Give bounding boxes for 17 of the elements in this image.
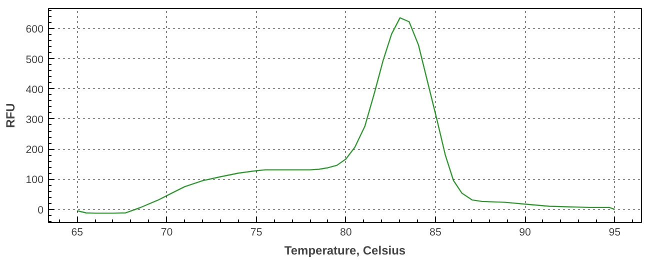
y-tick-label: 400 <box>26 84 44 96</box>
x-axis-title: Temperature, Celsius <box>284 244 406 258</box>
y-tick-label: 100 <box>26 174 44 186</box>
x-tick-label: 95 <box>608 226 621 238</box>
y-axis-title: RFU <box>4 103 18 128</box>
x-tick-label: 70 <box>160 226 173 238</box>
x-tick-label: 85 <box>430 226 442 238</box>
x-tick-label: 65 <box>71 226 84 238</box>
line-series <box>76 17 616 214</box>
y-tick-label: 200 <box>26 144 44 156</box>
x-tick-label: 80 <box>340 226 352 238</box>
y-tick-label: 300 <box>26 114 44 126</box>
x-tick-label: 90 <box>519 226 532 238</box>
y-tick-label: 500 <box>26 54 44 66</box>
y-tick-label: 600 <box>26 24 44 36</box>
y-tick-label: 0 <box>38 204 44 216</box>
x-tick-label: 75 <box>250 226 262 238</box>
